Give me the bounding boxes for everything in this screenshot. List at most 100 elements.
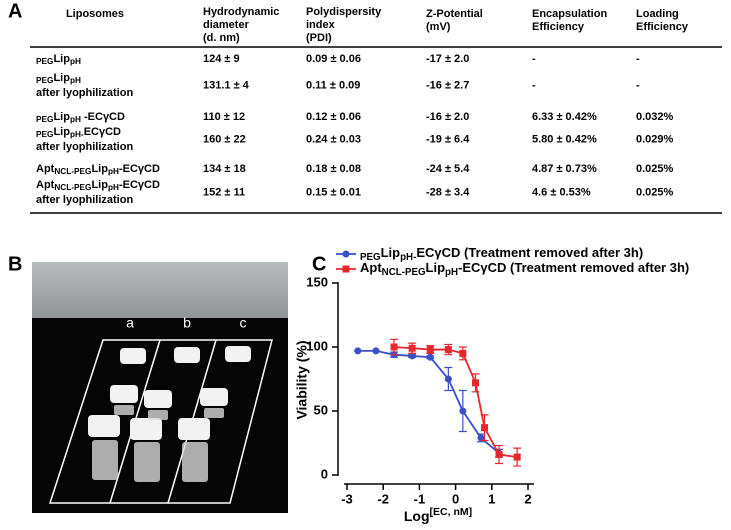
row-label: PEGLippH-ECγCD	[36, 126, 121, 139]
subscript: NCL-PEG	[54, 183, 91, 192]
panel-label: A	[8, 0, 22, 22]
cell: 0.032%	[636, 111, 674, 123]
text-run: -ECγCD	[81, 111, 125, 123]
cell: -16 ± 2.7	[426, 79, 469, 91]
cell: 134 ± 18	[203, 163, 246, 175]
cell: -	[636, 79, 640, 91]
legend-marker	[342, 250, 350, 258]
x-tick-label: -1	[414, 491, 426, 506]
panel-label: C	[312, 253, 326, 275]
x-tick-label: 0	[452, 491, 459, 506]
subscript: PEG	[36, 76, 53, 85]
vial-label: b	[183, 315, 191, 331]
cell: 0.12 ± 0.06	[306, 111, 361, 123]
text-run: Lip	[381, 245, 401, 260]
point	[408, 344, 416, 352]
column-header: Loading	[636, 8, 679, 20]
point	[444, 346, 452, 354]
panel-label: B	[8, 253, 22, 275]
text-run: Lip	[53, 111, 70, 123]
column-header: Hydrodynamic	[203, 6, 279, 18]
text-run: Log	[404, 508, 430, 524]
column-header: (d. nm)	[203, 32, 240, 44]
subscript: pH	[70, 115, 81, 124]
column-header: diameter	[203, 19, 250, 31]
subscript: PEG	[36, 57, 53, 66]
cell: -19 ± 6.4	[426, 133, 470, 145]
cell: -28 ± 3.4	[426, 186, 470, 198]
x-tick-label: -3	[341, 491, 353, 506]
point	[390, 343, 398, 351]
text-run: Lip	[53, 53, 70, 65]
text-run: ECγCD	[84, 126, 121, 138]
point	[426, 346, 434, 354]
cell: 160 ± 22	[203, 133, 246, 145]
point	[472, 379, 480, 387]
cell: 6.33 ± 0.42%	[532, 111, 597, 123]
cell: 131.1 ± 4	[203, 79, 250, 91]
row-label: PEGLippH	[36, 72, 81, 85]
subscript: PEG	[360, 252, 381, 263]
column-header: Efficiency	[532, 21, 585, 33]
subscript: pH	[70, 57, 81, 66]
x-axis-label: Log[EC, nM]	[404, 506, 472, 523]
cell: 0.24 ± 0.03	[306, 133, 361, 145]
cell: 0.025%	[636, 163, 674, 175]
cell: -16 ± 2.0	[426, 111, 469, 123]
cell: 0.09 ± 0.06	[306, 53, 361, 65]
subscript: PEG	[36, 115, 53, 124]
subscript: NCL-PEG	[382, 267, 426, 278]
point	[408, 352, 416, 360]
cell: 5.80 ± 0.42%	[532, 133, 597, 145]
text-run: Lip	[91, 163, 108, 175]
cell: -	[636, 53, 640, 65]
photo	[32, 262, 288, 513]
text-run: -ECγCD	[119, 179, 160, 191]
point	[372, 347, 380, 355]
column-header: (PDI)	[306, 32, 332, 44]
cell: -	[532, 53, 536, 65]
y-tick-label: 50	[314, 402, 328, 417]
cell: 0.11 ± 0.09	[306, 79, 360, 91]
x-tick-label: -2	[377, 491, 389, 506]
y-tick-label: 100	[306, 338, 328, 353]
point	[444, 375, 452, 383]
y-axis-label: Viability (%)	[294, 340, 310, 419]
text-run: Apt	[36, 163, 55, 175]
point	[426, 353, 434, 361]
point	[459, 349, 467, 357]
legend-label: PEGLippH-ECγCD (Treatment removed after …	[360, 245, 643, 263]
y-tick-label: 150	[306, 274, 328, 289]
subscript: pH	[108, 167, 119, 176]
column-header: Encapsulation	[532, 8, 607, 20]
text-run: -ECγCD	[119, 163, 160, 175]
row-label: after lyophilization	[36, 87, 133, 99]
text-run: after lyophilization	[36, 87, 133, 99]
cell: 4.6 ± 0.53%	[532, 186, 591, 198]
x-tick-label: 2	[524, 491, 531, 506]
cell: -	[532, 79, 536, 91]
column-header: index	[306, 19, 336, 31]
legend-label: AptNCL-PEGLippH-ECγCD (Treatment removed…	[360, 260, 689, 278]
text-run: after lyophilization	[36, 141, 133, 153]
subscript: pH	[70, 76, 81, 85]
column-header: Polydispersity	[306, 6, 382, 18]
vial-label: c	[240, 315, 247, 331]
row-label: AptNCL-PEGLippH-ECγCD	[36, 179, 160, 192]
column-header: Z-Potential	[426, 8, 483, 20]
fit-line	[393, 346, 518, 458]
point	[481, 424, 489, 432]
text-run: -ECγCD (Treatment removed after 3h)	[458, 260, 689, 275]
text-run: Lip	[91, 179, 108, 191]
point	[354, 347, 362, 355]
row-label: after lyophilization	[36, 141, 133, 153]
cell: 152 ± 11	[203, 186, 245, 198]
cell: 0.15 ± 0.01	[306, 186, 361, 198]
cell: 124 ± 9	[203, 53, 240, 65]
cell: 4.87 ± 0.73%	[532, 163, 597, 175]
superscript: [EC, nM]	[430, 506, 473, 518]
point	[513, 453, 521, 461]
x-tick-label: 1	[488, 491, 495, 506]
subscript: PEG	[36, 130, 53, 139]
